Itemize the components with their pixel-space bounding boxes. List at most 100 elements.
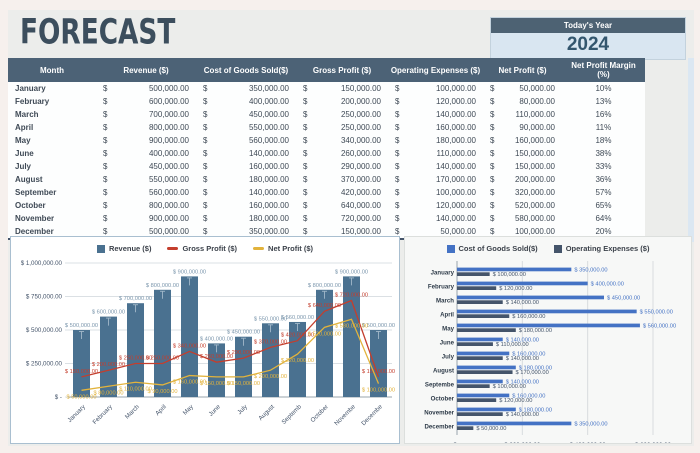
cell-opex[interactable]: $140,000.00 [388,160,483,173]
column-header-2: Cost of Goods Sold($) [196,58,296,82]
cell-revenue[interactable]: $550,000.00 [96,173,196,186]
cell-month[interactable]: October [8,199,96,212]
cell-cogs[interactable]: $560,000.00 [196,134,296,147]
cell-month[interactable]: January [8,82,96,95]
cell-revenue[interactable]: $700,000.00 [96,108,196,121]
cell-margin[interactable]: 18% [562,134,645,147]
cell-revenue[interactable]: $500,000.00 [96,82,196,95]
cell-net[interactable]: $320,000.00 [483,186,562,199]
cell-gross[interactable]: $720,000.00 [296,212,388,225]
cell-gross[interactable]: $200,000.00 [296,95,388,108]
cell-revenue[interactable]: $450,000.00 [96,160,196,173]
cell-month[interactable]: February [8,95,96,108]
cell-month[interactable]: May [8,134,96,147]
cell-revenue[interactable]: $400,000.00 [96,147,196,160]
column-header-1: Revenue ($) [96,58,196,82]
cell-opex[interactable]: $160,000.00 [388,121,483,134]
cell-gross[interactable]: $290,000.00 [296,160,388,173]
cell-net[interactable]: $90,000.00 [483,121,562,134]
cell-gross[interactable]: $340,000.00 [296,134,388,147]
cell-cogs[interactable]: $180,000.00 [196,173,296,186]
svg-text:April: April [440,312,454,319]
svg-text:$ 50,000.00: $ 50,000.00 [66,394,96,400]
svg-text:$ 720,000.00: $ 720,000.00 [335,293,368,299]
cell-gross[interactable]: $250,000.00 [296,121,388,134]
cell-month[interactable]: June [8,147,96,160]
cell-cogs[interactable]: $400,000.00 [196,95,296,108]
cell-opex[interactable]: $180,000.00 [388,134,483,147]
svg-text:$ 900,000.00: $ 900,000.00 [335,269,368,275]
cell-month[interactable]: September [8,186,96,199]
cell-margin[interactable]: 64% [562,212,645,225]
cell-margin[interactable]: 36% [562,173,645,186]
cell-gross[interactable]: $260,000.00 [296,147,388,160]
cell-month[interactable]: April [8,121,96,134]
cell-margin[interactable]: 57% [562,186,645,199]
svg-text:$ 290,000.00: $ 290,000.00 [227,350,260,356]
cell-net[interactable]: $150,000.00 [483,147,562,160]
cell-opex[interactable]: $100,000.00 [388,82,483,95]
cell-opex[interactable]: $120,000.00 [388,95,483,108]
table-header-row: Month Revenue ($) Cost of Goods Sold($) Gro… [8,58,645,82]
cell-net[interactable]: $150,000.00 [483,160,562,173]
svg-text:$ -: $ - [453,442,460,443]
cell-margin[interactable]: 65% [562,199,645,212]
cell-opex[interactable]: $120,000.00 [388,199,483,212]
cell-gross[interactable]: $370,000.00 [296,173,388,186]
svg-text:$ 160,000.00: $ 160,000.00 [512,351,545,357]
cell-revenue[interactable]: $800,000.00 [96,121,196,134]
cell-gross[interactable]: $250,000.00 [296,108,388,121]
svg-text:$ 500,000.00: $ 500,000.00 [65,323,98,329]
cell-month[interactable]: November [8,212,96,225]
year-input-cell[interactable]: 2024 [491,33,685,59]
cell-revenue[interactable]: $900,000.00 [96,134,196,147]
cell-revenue[interactable]: $800,000.00 [96,199,196,212]
cell-margin[interactable]: 38% [562,147,645,160]
cell-margin[interactable]: 16% [562,108,645,121]
cell-net[interactable]: $200,000.00 [483,173,562,186]
cell-net[interactable]: $80,000.00 [483,95,562,108]
svg-text:April: April [154,403,168,417]
svg-text:November: November [424,410,454,417]
chart2-canvas[interactable]: $ - $ 200,000.00 $ 400,000.00 $ 600,000.00 J… [405,255,689,449]
chart1-canvas[interactable]: $ -$ 250,000.00$ 500,000.00$ 750,000.00$… [11,255,397,443]
cell-opex[interactable]: $140,000.00 [388,108,483,121]
cell-cogs[interactable]: $450,000.00 [196,108,296,121]
cell-margin[interactable]: 13% [562,95,645,108]
cell-revenue[interactable]: $900,000.00 [96,212,196,225]
cell-net[interactable]: $580,000.00 [483,212,562,225]
cell-month[interactable]: August [8,173,96,186]
svg-text:$ 200,000.00: $ 200,000.00 [92,362,125,368]
cell-gross[interactable]: $640,000.00 [296,199,388,212]
cell-opex[interactable]: $170,000.00 [388,173,483,186]
svg-text:July: July [236,403,249,416]
cell-cogs[interactable]: $180,000.00 [196,212,296,225]
cell-margin[interactable]: 33% [562,160,645,173]
cell-margin[interactable]: 10% [562,82,645,95]
svg-text:$ 640,000.00: $ 640,000.00 [308,303,341,309]
cell-gross[interactable]: $420,000.00 [296,186,388,199]
cell-opex[interactable]: $100,000.00 [388,186,483,199]
revenue-bars [73,276,387,397]
svg-text:$ 170,000.00: $ 170,000.00 [516,370,549,376]
cell-revenue[interactable]: $600,000.00 [96,95,196,108]
cell-gross[interactable]: $150,000.00 [296,82,388,95]
cell-cogs[interactable]: $550,000.00 [196,121,296,134]
cell-net[interactable]: $50,000.00 [483,82,562,95]
cell-net[interactable]: $520,000.00 [483,199,562,212]
cell-margin[interactable]: 11% [562,121,645,134]
cell-cogs[interactable]: $160,000.00 [196,199,296,212]
cell-month[interactable]: July [8,160,96,173]
chart1-legend: Revenue ($) Gross Profit ($) Net Profit … [11,237,399,255]
cell-cogs[interactable]: $140,000.00 [196,186,296,199]
cell-cogs[interactable]: $140,000.00 [196,147,296,160]
cell-cogs[interactable]: $350,000.00 [196,82,296,95]
cell-net[interactable]: $110,000.00 [483,108,562,121]
cell-opex[interactable]: $110,000.00 [388,147,483,160]
cell-opex[interactable]: $140,000.00 [388,212,483,225]
cell-cogs[interactable]: $160,000.00 [196,160,296,173]
cell-net[interactable]: $160,000.00 [483,134,562,147]
cell-month[interactable]: March [8,108,96,121]
cell-revenue[interactable]: $560,000.00 [96,186,196,199]
table-row: April $800,000.00 $550,000.00 $250,000.00 $1… [8,121,645,134]
